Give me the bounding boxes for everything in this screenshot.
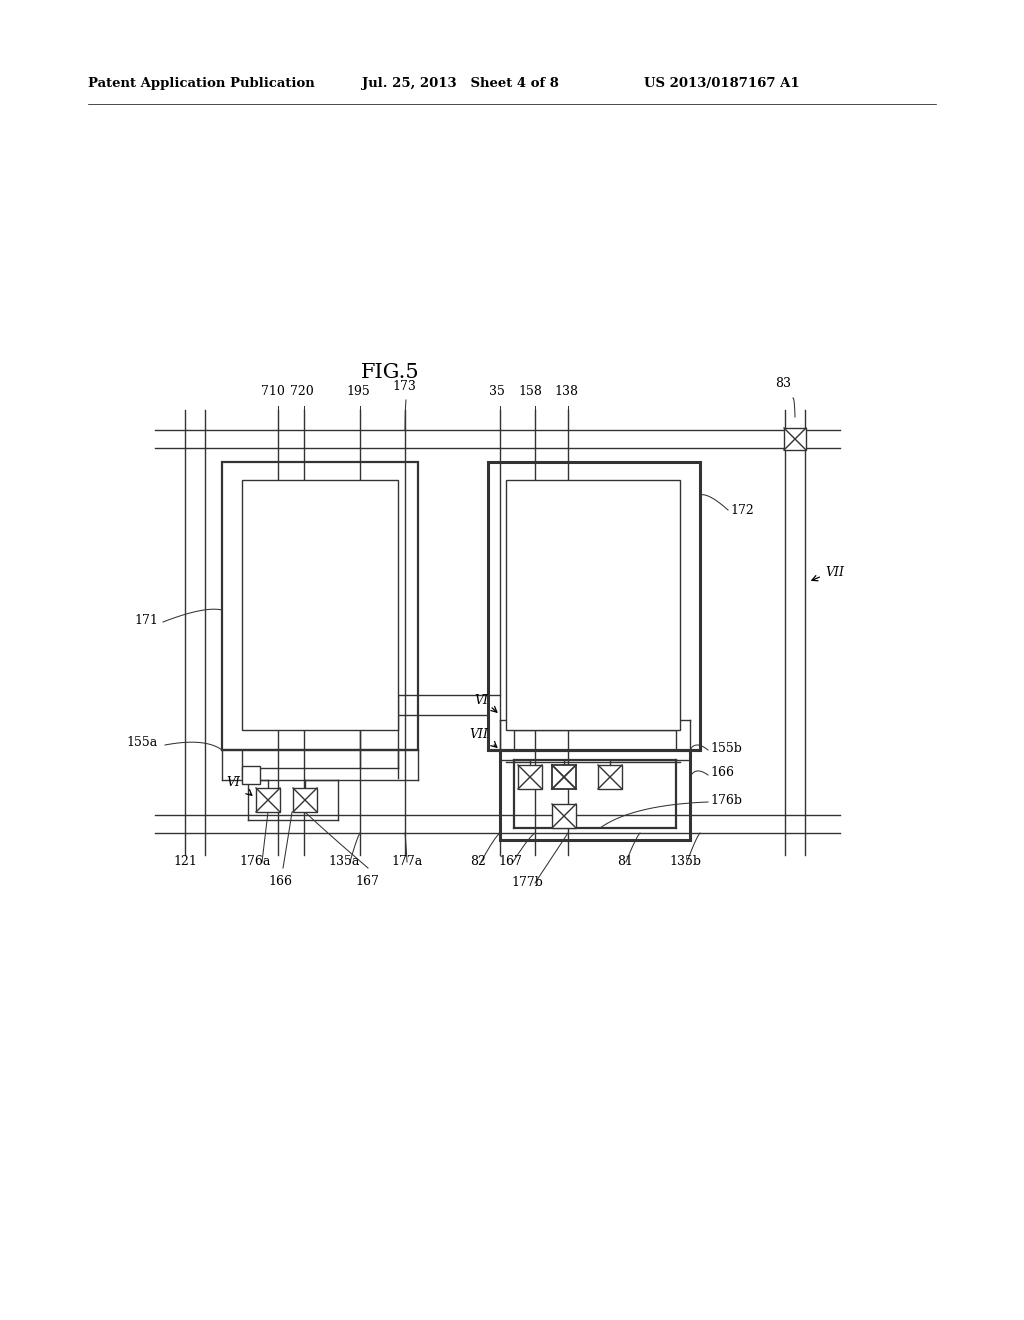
Text: FIG.5: FIG.5	[360, 363, 419, 381]
Text: 167: 167	[498, 855, 522, 869]
Text: 135a: 135a	[329, 855, 359, 869]
Bar	[598, 766, 622, 789]
Bar	[242, 766, 260, 784]
Text: 155a: 155a	[127, 737, 158, 750]
Text: 138: 138	[554, 385, 578, 399]
Text: 710: 710	[261, 385, 285, 399]
Text: 167: 167	[355, 875, 379, 888]
Text: 176b: 176b	[710, 793, 742, 807]
Text: Jul. 25, 2013   Sheet 4 of 8: Jul. 25, 2013 Sheet 4 of 8	[362, 78, 559, 91]
Bar	[488, 462, 700, 750]
Bar	[293, 788, 317, 812]
Bar	[552, 804, 575, 828]
Text: 121: 121	[173, 855, 197, 869]
Text: 158: 158	[518, 385, 542, 399]
Bar	[518, 766, 542, 789]
Text: 177a: 177a	[391, 855, 423, 869]
Text: VII: VII	[469, 729, 488, 742]
Text: 155b: 155b	[710, 742, 741, 755]
Bar	[784, 428, 806, 450]
Text: 135b: 135b	[669, 855, 701, 869]
Text: 171: 171	[134, 614, 158, 627]
Bar	[242, 480, 398, 730]
Bar	[222, 462, 418, 750]
Text: 82: 82	[470, 855, 486, 869]
Bar	[552, 766, 575, 789]
Text: 720: 720	[290, 385, 314, 399]
Text: 83: 83	[775, 378, 791, 389]
Text: 172: 172	[730, 503, 754, 516]
Text: 166: 166	[268, 875, 292, 888]
Text: VI: VI	[226, 776, 240, 788]
Bar	[506, 480, 680, 730]
Text: 177b: 177b	[511, 876, 543, 888]
Text: 173: 173	[392, 380, 416, 393]
Text: 166: 166	[710, 767, 734, 780]
Bar	[256, 788, 280, 812]
Text: 81: 81	[617, 855, 633, 869]
Text: VI: VI	[474, 693, 488, 706]
Text: VII: VII	[825, 565, 844, 578]
Text: Patent Application Publication: Patent Application Publication	[88, 78, 314, 91]
Text: 176a: 176a	[240, 855, 270, 869]
Text: US 2013/0187167 A1: US 2013/0187167 A1	[644, 78, 800, 91]
Text: 35: 35	[489, 385, 505, 399]
Text: 195: 195	[346, 385, 370, 399]
